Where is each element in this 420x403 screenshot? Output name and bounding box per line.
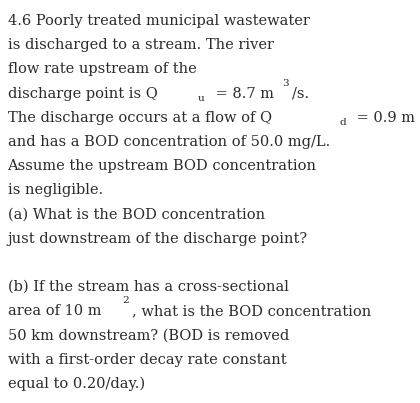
Text: 3: 3 [282,79,289,87]
Text: just downstream of the discharge point?: just downstream of the discharge point? [8,232,308,246]
Text: (a) What is the BOD concentration: (a) What is the BOD concentration [8,208,265,222]
Text: equal to 0.20/day.): equal to 0.20/day.) [8,377,144,391]
Text: and has a BOD concentration of 50.0 mg/L.: and has a BOD concentration of 50.0 mg/L… [8,135,330,149]
Text: The discharge occurs at a flow of Q: The discharge occurs at a flow of Q [8,111,272,125]
Text: = 8.7 m: = 8.7 m [211,87,274,101]
Text: with a first-order decay rate constant: with a first-order decay rate constant [8,353,286,367]
Text: , what is the BOD concentration: , what is the BOD concentration [132,304,371,318]
Text: is negligible.: is negligible. [8,183,102,197]
Text: discharge point is Q: discharge point is Q [8,87,158,101]
Text: area of 10 m: area of 10 m [8,304,101,318]
Text: Assume the upstream BOD concentration: Assume the upstream BOD concentration [8,159,317,173]
Text: u: u [198,94,205,103]
Text: /s.: /s. [292,87,310,101]
Text: 50 km downstream? (BOD is removed: 50 km downstream? (BOD is removed [8,328,289,343]
Text: = 0.9 m: = 0.9 m [352,111,415,125]
Text: 2: 2 [122,296,129,305]
Text: flow rate upstream of the: flow rate upstream of the [8,62,196,77]
Text: 4.6 Poorly treated municipal wastewater: 4.6 Poorly treated municipal wastewater [8,14,310,28]
Text: (b) If the stream has a cross-sectional: (b) If the stream has a cross-sectional [8,280,289,294]
Text: d: d [339,118,346,127]
Text: is discharged to a stream. The river: is discharged to a stream. The river [8,38,273,52]
